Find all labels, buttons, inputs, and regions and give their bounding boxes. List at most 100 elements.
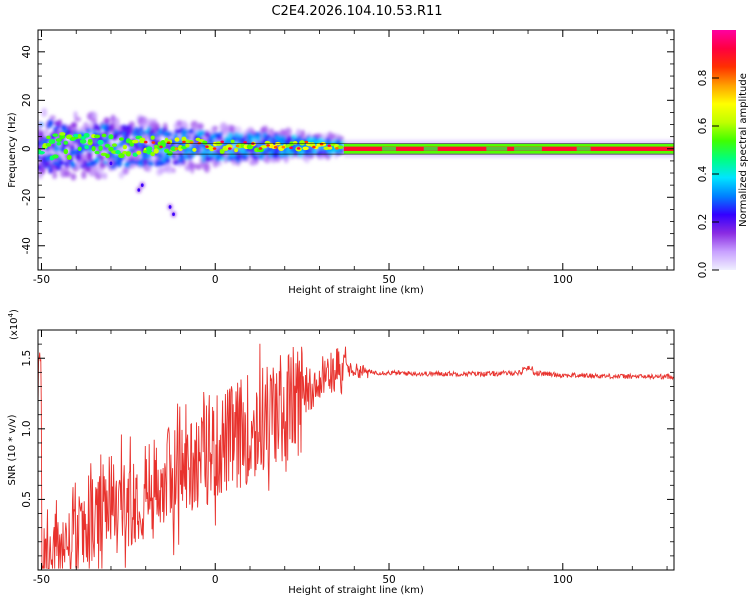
spectrogram-scatter-cell bbox=[130, 160, 137, 165]
spectrogram-halo-cell bbox=[70, 173, 77, 181]
spectrogram-scatter-cell bbox=[143, 159, 149, 166]
spectrogram-scatter-cell bbox=[239, 133, 244, 138]
spectrogram-halo-cell bbox=[43, 128, 49, 136]
snr-minor-ticks bbox=[38, 330, 674, 570]
spectrogram-halo-cell bbox=[195, 163, 203, 170]
spectrogram-halo-cell bbox=[315, 133, 324, 139]
spectrogram-scatter-cell bbox=[103, 160, 108, 165]
spectrogram-scatter-cell bbox=[40, 167, 46, 175]
colorbar-label: Normalized spectral amplitude bbox=[738, 73, 749, 227]
x-tick-label: 100 bbox=[553, 274, 573, 286]
spectrogram-core-cell bbox=[118, 153, 125, 159]
spectrogram-scatter-cell bbox=[199, 130, 205, 136]
spectrogram-hot-cell bbox=[159, 145, 163, 149]
spectrogram-outlier-core bbox=[137, 188, 141, 192]
snr-series-line bbox=[38, 343, 674, 570]
spectrogram-core-cell bbox=[38, 150, 45, 155]
spectrogram-hot-cell bbox=[143, 140, 148, 144]
spectrogram-core-cell bbox=[302, 146, 309, 151]
spectrogram-outlier-core bbox=[109, 161, 113, 166]
spectrogram-scatter-cell bbox=[53, 126, 58, 133]
spectrogram-core-cell bbox=[115, 149, 121, 154]
spectrogram-core-cell bbox=[56, 142, 62, 146]
spectrogram-core-cell bbox=[327, 146, 333, 150]
spectrogram-scatter-cell bbox=[69, 145, 76, 150]
spectrogram-hot-cell bbox=[212, 147, 217, 150]
spectrogram-scatter-cell bbox=[181, 128, 189, 136]
spectrogram-scatter-cell bbox=[174, 129, 181, 134]
spectrogram-scatter-cell bbox=[272, 151, 279, 159]
spectrogram-scatter-cell bbox=[147, 160, 154, 167]
spectrogram-scatter-cell bbox=[185, 135, 191, 140]
spectrogram-hot-cell bbox=[258, 147, 263, 150]
spectrogram-halo-cell bbox=[110, 114, 116, 124]
spectrogram-halo-cell bbox=[171, 167, 176, 174]
spectrogram-scatter-cell bbox=[86, 154, 93, 162]
spectrogram-core-cell bbox=[111, 143, 118, 147]
spectrogram-scatter-cell bbox=[319, 149, 323, 155]
spectrogram-halo-cell bbox=[166, 163, 173, 174]
spectrogram-core-cell bbox=[174, 137, 180, 142]
spectrogram-y-label: Frequency (Hz) bbox=[7, 112, 18, 188]
spectrogram-core-cell bbox=[77, 146, 82, 152]
spectrogram-hot-cell bbox=[174, 147, 179, 150]
spectrogram-hot-cell bbox=[335, 147, 339, 150]
spectrogram-halo-cell bbox=[122, 167, 130, 175]
carrier-band-patch bbox=[382, 146, 396, 151]
spectrogram-halo-cell bbox=[79, 126, 85, 133]
y-tick-label: -20 bbox=[21, 189, 33, 206]
spectrogram-scatter-cell bbox=[206, 138, 214, 144]
x-tick-label: -50 bbox=[33, 574, 50, 586]
spectrogram-core-cell bbox=[59, 132, 66, 136]
colorbar-tick-label: 0.0 bbox=[697, 262, 709, 279]
carrier-band-patch bbox=[486, 146, 508, 151]
spectrogram-hot-cell bbox=[296, 147, 301, 150]
spectrogram-hot-cell bbox=[327, 144, 332, 147]
spectrogram-core-cell bbox=[94, 150, 100, 155]
spectrogram-halo-cell bbox=[203, 162, 211, 173]
spectrogram-halo-cell bbox=[41, 107, 48, 118]
spectrogram-scatter-cell bbox=[305, 150, 309, 157]
spectrogram-core-cell bbox=[104, 143, 111, 148]
spectrogram-hot-cell bbox=[266, 144, 270, 147]
y-tick-label: 20 bbox=[21, 94, 33, 107]
spectrogram-core-cell bbox=[70, 137, 76, 141]
spectrogram-scatter-cell bbox=[64, 160, 68, 168]
spectrogram-halo-cell bbox=[63, 170, 71, 178]
y-tick-label: 0 bbox=[21, 145, 33, 152]
spectrogram-core-cell bbox=[108, 134, 114, 140]
spectrogram-scatter-cell bbox=[96, 125, 102, 132]
spectrogram-core-cell bbox=[185, 143, 190, 148]
spectrogram-core-cell bbox=[66, 154, 72, 160]
spectrogram-core-cell bbox=[87, 139, 93, 143]
y-tick-label: 1.0 bbox=[21, 420, 33, 437]
spectrogram-hot-cell bbox=[273, 145, 278, 149]
carrier-band-core bbox=[343, 146, 674, 151]
spectrogram-scatter-cell bbox=[99, 162, 105, 168]
figure-title: C2E4.2026.104.10.53.R11 bbox=[271, 4, 442, 19]
spectrogram-core-cell bbox=[164, 148, 170, 153]
spectrogram-scatter-cell bbox=[110, 152, 116, 160]
spectrogram-scatter-cell bbox=[51, 160, 59, 166]
x-tick-label: 0 bbox=[212, 274, 219, 286]
spectrogram-scatter-cell bbox=[172, 153, 177, 160]
spectrogram-scatter-cell bbox=[171, 139, 177, 146]
spectrogram-core-cell bbox=[150, 151, 156, 157]
spectrogram-core-cell bbox=[45, 143, 52, 147]
spectrogram-core-cell bbox=[108, 146, 114, 152]
snr-x-ticks: -50 0 50 100 bbox=[33, 330, 573, 586]
spectrogram-core-cell bbox=[202, 140, 208, 145]
carrier-band-patch bbox=[423, 146, 438, 151]
spectrogram-scatter-cell bbox=[113, 132, 119, 140]
spectrogram-halo-cell bbox=[52, 171, 58, 180]
spectrogram-scatter-cell bbox=[234, 132, 240, 137]
spectrogram-core-cell bbox=[167, 151, 173, 156]
spectrogram-outlier-core bbox=[168, 205, 172, 209]
spectrogram-scatter-cell bbox=[38, 130, 44, 138]
y-tick-label: 40 bbox=[21, 45, 33, 58]
spectrogram-hot-cell bbox=[220, 140, 224, 144]
spectrogram-scatter-cell bbox=[188, 128, 195, 135]
spectrogram-core-cell bbox=[132, 139, 139, 144]
spectrogram-halo-cell bbox=[212, 125, 218, 131]
spectrogram-scatter-cell bbox=[166, 131, 173, 138]
